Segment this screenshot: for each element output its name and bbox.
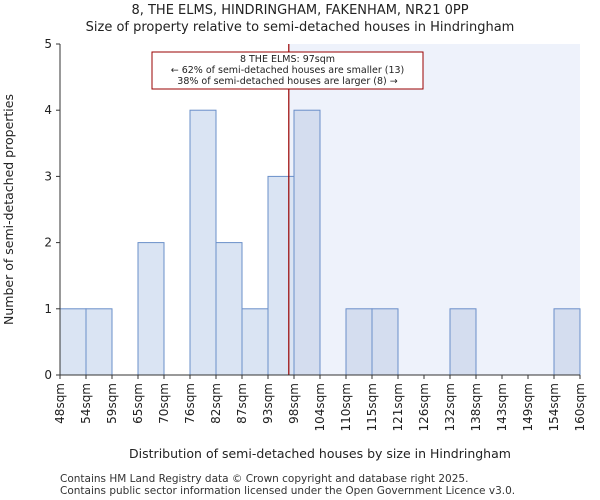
histogram-bar [189,109,217,376]
histogram-bar [137,242,165,376]
x-tick-label: 132sqm [443,383,457,431]
annotation-box [151,51,424,90]
x-tick-label: 115sqm [365,383,379,431]
chart-title-line-2: Size of property relative to semi-detach… [85,20,515,35]
x-tick-label: 76sqm [183,383,197,424]
annotation-line-3: 38% of semi-detached houses are larger (… [177,76,397,87]
histogram-bar [449,308,477,376]
histogram-bar [215,242,243,376]
x-tick-label: 59sqm [105,383,119,424]
annotation-line-1: 8 THE ELMS: 97sqm [240,54,335,65]
x-tick-label: 48sqm [53,383,67,424]
x-tick-label: 110sqm [339,383,353,431]
x-tick-label: 87sqm [235,383,249,424]
footer-licence: Contains public sector information licen… [60,485,516,497]
chart-title-line-1: 8, THE ELMS, HINDRINGHAM, FAKENHAM, NR21… [131,3,469,18]
x-tick-label: 126sqm [417,383,431,431]
x-tick-label: 98sqm [287,383,301,424]
footer-copyright: Contains HM Land Registry data © Crown c… [60,473,469,485]
x-tick-label: 138sqm [469,383,483,431]
x-tick-label: 143sqm [495,383,509,431]
y-tick-label: 2 [44,236,52,250]
x-tick-label: 93sqm [261,383,275,424]
histogram-bar [85,308,113,376]
x-tick-label: 82sqm [209,383,223,424]
larger-region-highlight [288,44,580,375]
x-axis-label: Distribution of semi-detached houses by … [129,446,511,461]
y-tick-label: 5 [44,37,52,51]
annotation-line-2: ← 62% of semi-detached houses are smalle… [171,65,405,76]
histogram-bar [267,175,295,376]
y-tick-label: 1 [44,302,52,316]
y-tick-label: 0 [44,368,52,382]
x-tick-label: 121sqm [391,383,405,431]
histogram-bar [553,308,581,376]
x-tick-label: 154sqm [547,383,561,431]
x-tick-label: 149sqm [521,383,535,431]
y-axis-label: Number of semi-detached properties [1,94,16,325]
histogram-bar [241,308,269,376]
histogram-bar [293,109,321,376]
x-tick-label: 65sqm [131,383,145,424]
y-tick-label: 3 [44,169,52,183]
x-tick-label: 70sqm [157,383,171,424]
histogram-bar [59,308,87,376]
x-tick-label: 104sqm [313,383,327,431]
x-tick-label: 54sqm [79,383,93,424]
y-tick-label: 4 [44,103,52,117]
histogram-bar [371,308,399,376]
x-tick-label: 160sqm [573,383,587,431]
histogram-bar [345,308,373,376]
marker-annotation: 8 THE ELMS: 97sqm ← 62% of semi-detached… [151,51,424,90]
